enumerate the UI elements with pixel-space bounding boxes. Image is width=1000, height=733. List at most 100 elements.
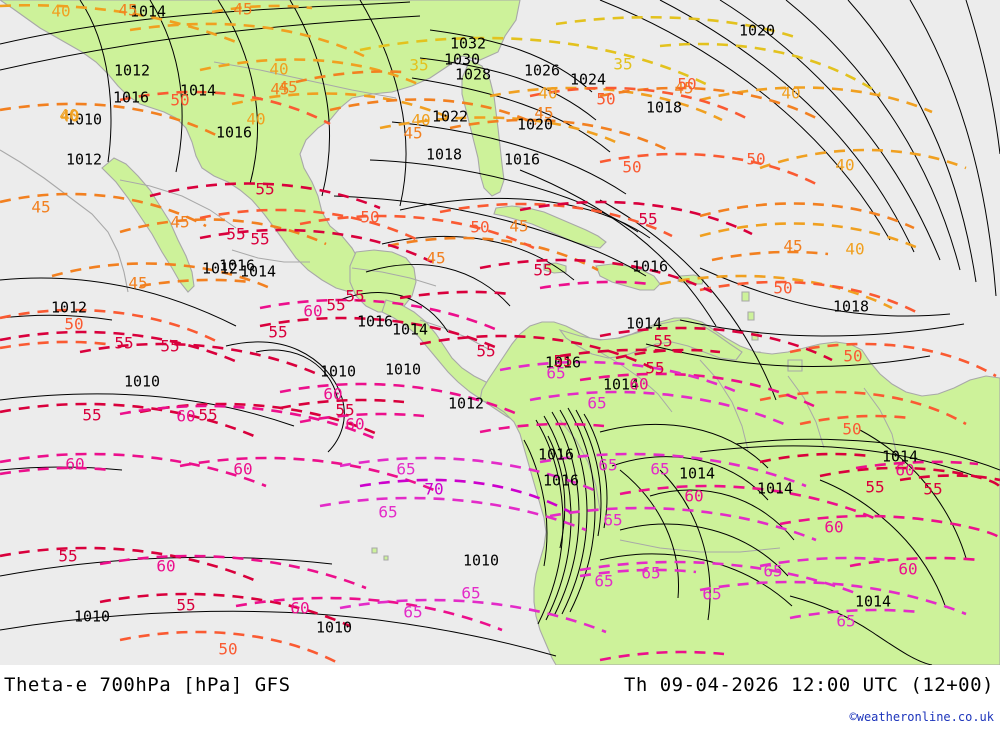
isobar-label: 1014 <box>882 448 918 466</box>
valid-time-label: Th 09-04-2026 12:00 UTC (12+00) <box>623 674 994 696</box>
isobar-label: 1014 <box>679 465 715 483</box>
thetae-label: 65 <box>461 584 480 603</box>
thetae-label: 55 <box>335 401 354 420</box>
thetae-label: 40 <box>246 110 265 129</box>
thetae-label: 35 <box>613 55 632 74</box>
isobar-label: 1012 <box>66 151 102 169</box>
thetae-label: 65 <box>650 460 669 479</box>
isobar-label: 1020 <box>739 22 775 40</box>
isobar-label: 1018 <box>646 99 682 117</box>
thetae-label: 50 <box>773 279 792 298</box>
thetae-label: 50 <box>170 91 189 110</box>
thetae-label: 50 <box>218 640 237 659</box>
thetae-label: 60 <box>65 455 84 474</box>
thetae-label: 40 <box>835 156 854 175</box>
isobar-label: 1014 <box>130 3 166 21</box>
thetae-label: 40 <box>845 240 864 259</box>
thetae-label: 55 <box>160 337 179 356</box>
isobar-label: 1010 <box>463 552 499 570</box>
thetae-label: 45 <box>118 1 137 20</box>
coastline-layer <box>0 61 899 553</box>
thetae-label: 60 <box>156 557 175 576</box>
thetae-label: 35 <box>409 56 428 75</box>
isobar-label: 1014 <box>392 321 428 339</box>
isobar-layer <box>0 0 1000 665</box>
isobar-label: 1030 <box>444 51 480 69</box>
thetae-label: 60 <box>824 518 843 537</box>
thetae-label: 50 <box>596 90 615 109</box>
copyright-link[interactable]: ©weatheronline.co.uk <box>849 710 995 724</box>
thetae-label: 60 <box>176 407 195 426</box>
thetae-label: 60 <box>684 487 703 506</box>
thetae-label: 50 <box>677 75 696 94</box>
thetae-label: 60 <box>345 415 364 434</box>
thetae-label: 40 <box>51 2 70 21</box>
thetae-label: 50 <box>470 218 489 237</box>
thetae-label: 60 <box>303 302 322 321</box>
thetae-label: 45 <box>170 213 189 232</box>
isobar-label: 1016 <box>357 313 393 331</box>
thetae-label: 65 <box>396 460 415 479</box>
thetae-label: 65 <box>594 572 613 591</box>
thetae-label: 50 <box>64 315 83 334</box>
thetae-label: 40 <box>781 84 800 103</box>
thetae-label: 45 <box>403 124 422 143</box>
thetae-label: 55 <box>250 230 269 249</box>
land-cuba <box>493 205 607 249</box>
isobar-label: 1010 <box>74 608 110 626</box>
isobar-label: 1028 <box>455 66 491 84</box>
thetae-label: 50 <box>843 347 862 366</box>
thetae-label: 65 <box>598 456 617 475</box>
thetae-label: 55 <box>553 352 572 371</box>
thetae-label: 65 <box>403 603 422 622</box>
isobar-label: 1016 <box>543 472 579 490</box>
isobar-label: 1014 <box>626 315 662 333</box>
isobar-label: 1022 <box>432 108 468 126</box>
thetae-label: 40 <box>59 106 78 125</box>
isobar-label: 1018 <box>426 146 462 164</box>
thetae-contour-layer <box>0 3 1000 665</box>
thetae-label: 60 <box>323 385 342 404</box>
thetae-label: 60 <box>290 599 309 618</box>
thetae-label: 65 <box>378 503 397 522</box>
land-pacific-islets <box>371 547 389 561</box>
thetae-label: 60 <box>898 560 917 579</box>
thetae-label: 65 <box>603 511 622 530</box>
thetae-label: 45 <box>278 78 297 97</box>
thetae-label: 55 <box>645 359 664 378</box>
thetae-label: 65 <box>836 612 855 631</box>
isobar-label: 1016 <box>113 89 149 107</box>
thetae-label: 70 <box>424 480 443 499</box>
thetae-label: 55 <box>533 261 552 280</box>
thetae-label: 55 <box>476 342 495 361</box>
thetae-label: 40 <box>411 111 430 130</box>
thetae-label: 55 <box>345 287 364 306</box>
isobar-label: 1014 <box>757 480 793 498</box>
isobar-label: 1024 <box>570 71 606 89</box>
isobar-label: 1032 <box>450 35 486 53</box>
chart-title: Theta-e 700hPa [hPa] GFS <box>4 674 291 696</box>
thetae-label: 55 <box>923 480 942 499</box>
isobar-label: 1016 <box>545 354 581 372</box>
thetae-label: 50 <box>746 150 765 169</box>
thetae-label: 55 <box>58 547 77 566</box>
isobar-label: 1016 <box>632 258 668 276</box>
isobar-label: 1016 <box>216 124 252 142</box>
thetae-label: 45 <box>783 237 802 256</box>
isobar-label: 1016 <box>504 151 540 169</box>
isobar-label: 1012 <box>114 62 150 80</box>
isobar-label: 1010 <box>320 363 356 381</box>
thetae-label: 45 <box>509 217 528 236</box>
thetae-label: 45 <box>233 0 252 19</box>
thetae-label: 55 <box>198 406 217 425</box>
thetae-label: 45 <box>674 79 693 98</box>
map-canvas[interactable]: 1014 1012 1016 1014 1016 1012 1010 1032 1030 1028… <box>0 0 1000 665</box>
thetae-label: 55 <box>865 478 884 497</box>
thetae-label: 65 <box>641 564 660 583</box>
thetae-label: 55 <box>268 323 287 342</box>
isobar-label: 1026 <box>524 62 560 80</box>
thetae-label: 65 <box>587 394 606 413</box>
